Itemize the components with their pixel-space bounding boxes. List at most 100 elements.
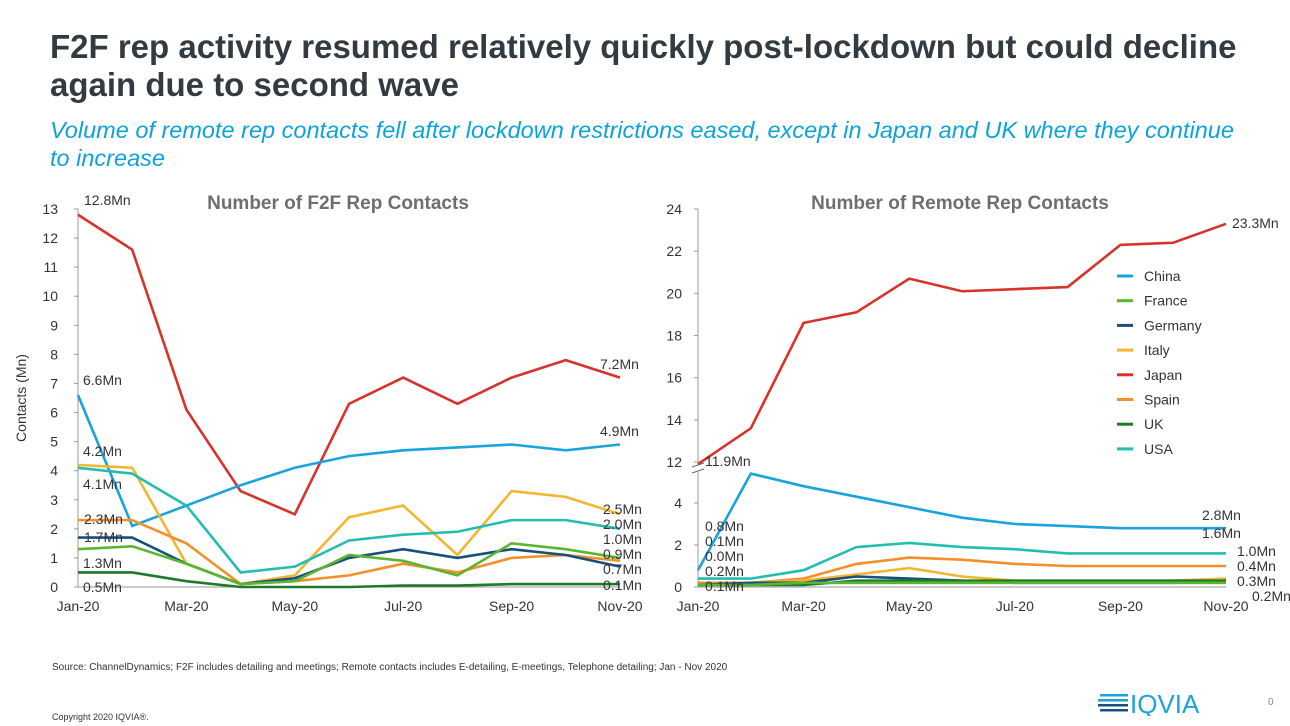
data-label: 0.8Mn [705, 518, 744, 534]
y-tick-label: 2 [674, 537, 682, 553]
series-line-uk [698, 579, 1226, 587]
data-label: 0.2Mn [705, 563, 744, 579]
data-label: 2.5Mn [603, 501, 642, 517]
y-tick-label: 22 [666, 243, 682, 259]
y-tick-label: 7 [50, 375, 58, 391]
series-line-italy [77, 463, 621, 586]
data-label: 0.1Mn [603, 577, 642, 593]
slide-title: F2F rep activity resumed relatively quic… [50, 28, 1237, 103]
y-tick-label: 5 [50, 434, 58, 450]
y-axis-label: Contacts (Mn) [13, 354, 29, 442]
x-tick-label: Sep-20 [489, 598, 534, 614]
legend-label-italy: Italy [1144, 342, 1170, 358]
series-line-usa [698, 541, 1226, 580]
data-label: 0.1Mn [705, 578, 744, 594]
data-label: 1.0Mn [603, 531, 642, 547]
data-label: 11.9Mn [705, 453, 751, 469]
series-line-china [696, 472, 1226, 571]
y-tick-label: 14 [666, 412, 682, 428]
series-line-spain [698, 556, 1226, 585]
y-tick-label: 4 [50, 463, 58, 479]
data-label: 0.2Mn [1252, 588, 1290, 604]
data-label: 1.3Mn [83, 555, 122, 571]
x-tick-label: Jul-20 [384, 598, 422, 614]
legend-label-germany: Germany [1144, 317, 1202, 333]
x-tick-label: Jul-20 [996, 598, 1034, 614]
x-tick-label: Jan-20 [57, 598, 100, 614]
data-label: 4.9Mn [600, 423, 639, 439]
data-label: 0.5Mn [83, 579, 122, 595]
data-label: 0.3Mn [1237, 573, 1276, 589]
y-tick-label: 12 [42, 230, 58, 246]
series-line-france [77, 542, 621, 586]
data-label: 1.6Mn [1202, 525, 1241, 541]
copyright: Copyright 2020 IQVIA®. [52, 712, 149, 722]
data-label: 2.8Mn [1202, 507, 1241, 523]
x-tick-label: Mar-20 [781, 598, 826, 614]
series-line-japan [697, 222, 1227, 466]
series-line-usa [77, 466, 621, 574]
legend-label-china: China [1144, 268, 1181, 284]
x-tick-label: Jan-20 [677, 598, 720, 614]
legend-label-spain: Spain [1144, 392, 1180, 408]
iqvia-logo: IQVIA [1098, 689, 1223, 721]
y-tick-label: 4 [674, 495, 682, 511]
y-tick-label: 10 [42, 288, 58, 304]
data-label: 12.8Mn [84, 192, 131, 208]
y-tick-label: 1 [50, 550, 58, 566]
logo-stripes-icon: IQVIA [1098, 689, 1200, 719]
data-label: 7.2Mn [600, 356, 639, 372]
data-label: 4.2Mn [83, 443, 122, 459]
axis-break-icon [691, 462, 705, 474]
y-tick-label: 18 [666, 328, 682, 344]
x-tick-label: Nov-20 [1203, 598, 1248, 614]
y-tick-label: 20 [666, 285, 682, 301]
legend-label-usa: USA [1144, 441, 1173, 457]
y-tick-label: 13 [42, 201, 58, 217]
series-line-japan [77, 213, 621, 516]
chart-title: Number of Remote Rep Contacts [811, 193, 1109, 214]
data-label: 0.0Mn [705, 548, 744, 564]
y-tick-label: 9 [50, 317, 58, 333]
legend-label-japan: Japan [1144, 367, 1182, 383]
data-label: 0.1Mn [705, 533, 744, 549]
legend-label-uk: UK [1144, 416, 1164, 432]
legend-label-france: France [1144, 293, 1188, 309]
y-tick-label: 8 [50, 346, 58, 362]
slide-subtitle: Volume of remote rep contacts fell after… [50, 117, 1234, 171]
chart-title: Number of F2F Rep Contacts [207, 193, 469, 214]
data-label: 0.4Mn [1237, 558, 1276, 574]
y-tick-label: 3 [50, 492, 58, 508]
data-label: 4.1Mn [83, 476, 122, 492]
data-label: 0.7Mn [603, 561, 642, 577]
y-tick-label: 16 [666, 370, 682, 386]
data-label: 2.3Mn [84, 511, 123, 527]
source-note: Source: ChannelDynamics; F2F includes de… [52, 662, 728, 673]
series-line-germany [78, 536, 621, 586]
y-tick-label: 6 [50, 405, 58, 421]
x-tick-label: May-20 [886, 598, 933, 614]
y-tick-label: 2 [50, 521, 58, 537]
y-tick-label: 24 [666, 201, 682, 217]
series-line-uk [78, 571, 620, 589]
data-label: 6.6Mn [83, 372, 122, 388]
series-line-france [698, 581, 1226, 587]
data-label: 2.0Mn [603, 516, 642, 532]
logo-text: IQVIA [1130, 690, 1200, 716]
x-tick-label: Mar-20 [164, 598, 209, 614]
data-label: 23.3Mn [1232, 215, 1279, 231]
x-tick-label: May-20 [271, 598, 318, 614]
data-label: 1.7Mn [84, 529, 123, 545]
data-label: 0.9Mn [603, 546, 642, 562]
series-line-spain [78, 518, 621, 586]
y-tick-label: 11 [43, 259, 58, 275]
y-tick-label: 12 [666, 454, 682, 470]
series-line-china [76, 394, 621, 528]
x-tick-label: Sep-20 [1098, 598, 1143, 614]
x-tick-label: Nov-20 [597, 598, 642, 614]
y-tick-label: 0 [50, 579, 58, 595]
y-tick-label: 0 [674, 579, 682, 595]
data-label: 1.0Mn [1237, 543, 1276, 559]
page-number: 0 [1268, 697, 1274, 708]
